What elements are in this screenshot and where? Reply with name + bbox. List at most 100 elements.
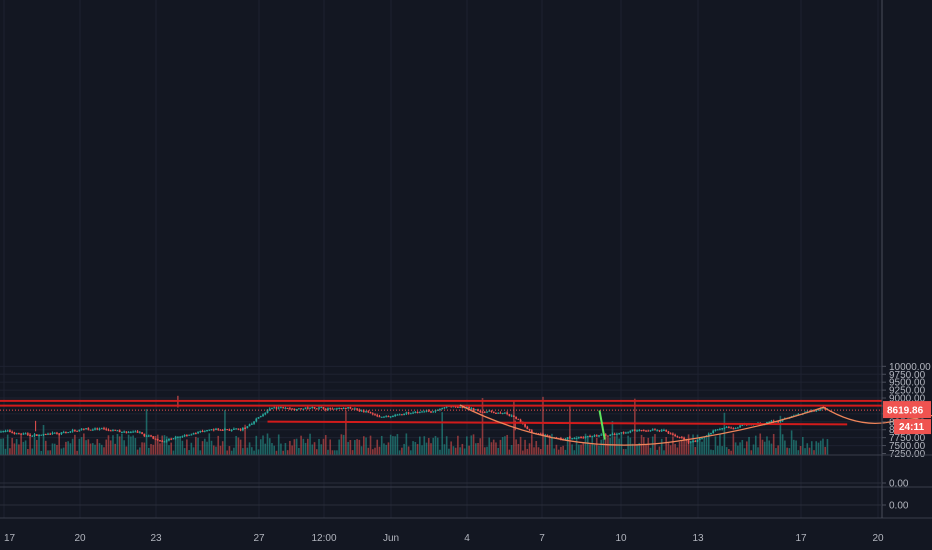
candle-body	[571, 438, 574, 440]
volume-bar	[206, 441, 208, 455]
candle-body	[515, 416, 518, 419]
candle-body	[465, 406, 468, 408]
candle-body	[580, 437, 582, 439]
candle-body	[564, 438, 567, 440]
candle-body	[642, 430, 645, 432]
candle-body	[584, 436, 587, 438]
candle-body	[645, 430, 647, 432]
volume-bar	[808, 447, 811, 455]
candle-body	[145, 435, 148, 437]
countdown-timer: 24:11	[899, 422, 924, 433]
candle-body	[680, 437, 683, 439]
volume-bar	[116, 433, 119, 455]
candle-body	[333, 408, 336, 410]
volume-bar	[748, 436, 750, 455]
volume-bar	[714, 436, 717, 455]
volume-bar	[598, 445, 600, 455]
volume-bar	[732, 433, 735, 455]
candle-body	[593, 435, 596, 437]
candle-body	[616, 433, 618, 435]
candle-body	[42, 434, 45, 436]
volume-bar	[62, 447, 65, 455]
volume-bar	[174, 436, 177, 455]
y-tick-label: 9000.00	[889, 394, 926, 405]
candle-body	[694, 441, 697, 443]
volume-bar	[822, 438, 824, 455]
volume-bar	[147, 447, 150, 455]
volume-bar	[114, 443, 116, 455]
candle-body	[33, 434, 36, 436]
volume-bar	[351, 450, 354, 455]
volume-bar	[172, 450, 175, 455]
x-tick-label: 27	[253, 533, 265, 544]
volume-bar	[544, 436, 547, 455]
candle-body	[336, 408, 338, 410]
candle-body	[291, 408, 294, 410]
volume-bar	[819, 440, 822, 455]
candle-body	[396, 414, 399, 416]
volume-bar	[51, 443, 54, 455]
volume-bar	[324, 435, 327, 455]
candle-body	[631, 429, 634, 431]
volume-bar	[737, 445, 739, 455]
volume-bar	[815, 441, 818, 455]
volume-bar	[13, 443, 16, 455]
candle-body	[591, 436, 594, 438]
volume-bar	[775, 448, 777, 455]
volume-bar	[313, 442, 316, 455]
volume-bar	[49, 450, 52, 455]
candle-body	[777, 421, 780, 423]
volume-bar	[564, 449, 567, 455]
volume-bar	[575, 436, 578, 455]
volume-bar	[44, 440, 47, 455]
volume-bar	[262, 435, 264, 455]
candle-body	[35, 434, 38, 436]
candle-body	[94, 428, 96, 430]
volume-bar	[105, 439, 108, 455]
candle-body	[371, 413, 374, 415]
volume-bar	[488, 437, 491, 455]
candle-body	[315, 408, 318, 410]
volume-bar	[181, 440, 184, 455]
volume-bar	[327, 449, 329, 455]
candle-body	[349, 407, 352, 409]
candle-body	[163, 441, 166, 443]
volume-bar	[607, 437, 609, 455]
candle-body	[624, 432, 627, 434]
x-tick-label: 4	[464, 533, 470, 544]
candle-body	[405, 412, 408, 414]
candle-body	[206, 429, 208, 431]
candle-body	[143, 433, 146, 437]
candle-body	[17, 433, 20, 435]
volume-bar	[221, 441, 224, 455]
volume-bar	[757, 447, 759, 455]
x-tick-label: 17	[4, 533, 16, 544]
volume-bar	[651, 436, 654, 455]
volume-bar	[739, 442, 741, 455]
volume-bar	[593, 444, 596, 455]
candle-body	[380, 416, 383, 418]
volume-bar	[248, 442, 251, 455]
volume-bar	[810, 441, 813, 455]
volume-bar	[423, 436, 426, 455]
candle-body	[721, 428, 724, 430]
volume-bar	[340, 434, 343, 455]
volume-bar	[416, 444, 419, 455]
volume-bar	[170, 442, 172, 455]
volume-bar	[434, 436, 437, 455]
candle-body	[430, 411, 432, 413]
volume-bar	[421, 445, 423, 455]
volume-bar	[103, 447, 105, 455]
candle-body	[739, 425, 741, 428]
candle-body	[306, 407, 309, 409]
candle-body	[427, 410, 430, 412]
candle-body	[400, 414, 403, 416]
candle-body	[331, 408, 334, 410]
volume-bar	[100, 444, 103, 455]
volume-bar	[22, 441, 25, 455]
volume-bar	[277, 434, 280, 455]
volume-bar	[363, 436, 365, 455]
volume-bar	[374, 447, 376, 455]
candle-body	[121, 431, 123, 433]
candle-body	[542, 433, 544, 435]
